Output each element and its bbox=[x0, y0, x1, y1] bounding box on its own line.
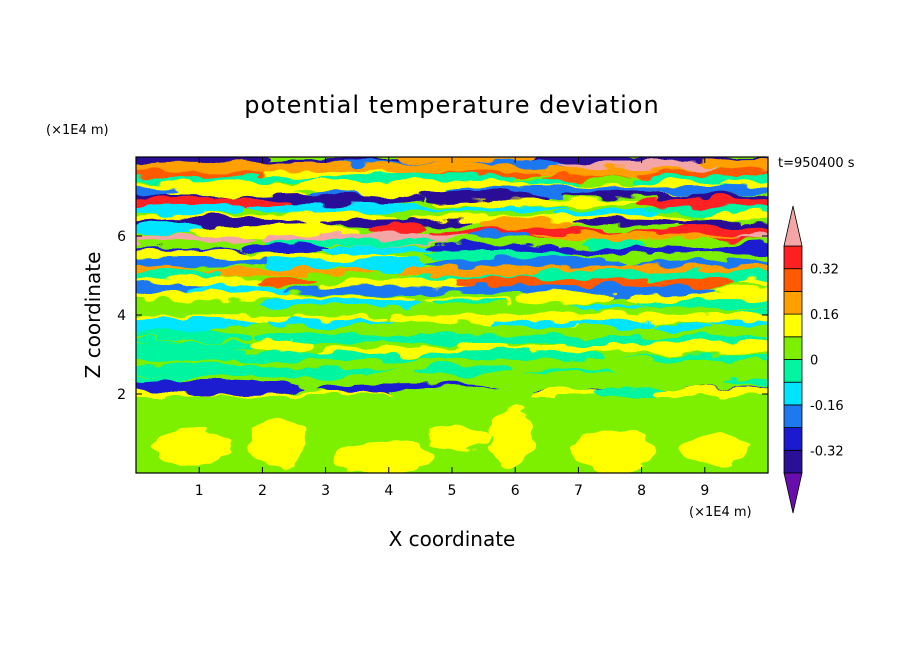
time-label: t=950400 s bbox=[778, 156, 855, 171]
colorbar-label: -0.16 bbox=[810, 399, 844, 414]
colorbar-under-arrow bbox=[783, 472, 803, 514]
colorbar-label: 0.32 bbox=[810, 263, 839, 278]
colorbar-swatch bbox=[783, 336, 803, 360]
x-tick-label: 2 bbox=[258, 483, 267, 499]
x-tick-label: 7 bbox=[574, 483, 583, 499]
colorbar-swatch bbox=[783, 359, 803, 383]
x-tick-label: 3 bbox=[321, 483, 330, 499]
colorbar-swatch bbox=[783, 290, 803, 315]
x-tick-label: 4 bbox=[384, 483, 393, 499]
y-tick-label: 4 bbox=[117, 308, 126, 324]
colorbar-swatch bbox=[783, 449, 803, 474]
colorbar-swatch bbox=[783, 245, 803, 270]
contour-field bbox=[136, 157, 768, 473]
colorbar-swatch bbox=[783, 268, 803, 292]
x-axis-unit: (×1E4 m) bbox=[689, 505, 752, 520]
colorbar-swatch bbox=[783, 381, 803, 406]
y-tick-label: 6 bbox=[117, 229, 126, 245]
colorbar-label: 0.16 bbox=[810, 308, 839, 323]
y-axis-label: Z coordinate bbox=[81, 252, 105, 379]
colorbar-swatch bbox=[783, 313, 803, 338]
colorbar-over-arrow bbox=[783, 205, 803, 247]
y-axis-unit: (×1E4 m) bbox=[46, 123, 109, 138]
colorbar-swatch bbox=[783, 404, 803, 428]
x-tick-label: 1 bbox=[195, 483, 204, 499]
contour-band bbox=[136, 317, 768, 333]
x-axis-label: X coordinate bbox=[389, 527, 516, 551]
x-tick-label: 5 bbox=[448, 483, 457, 499]
x-tick-label: 6 bbox=[511, 483, 520, 499]
y-axis: 2 4 6 bbox=[117, 229, 768, 403]
x-tick-label: 9 bbox=[700, 483, 709, 499]
x-tick-label: 8 bbox=[637, 483, 646, 499]
boundary-layer bbox=[136, 395, 768, 473]
colorbar: 0.32 0.16 0 -0.16 -0.32 bbox=[783, 205, 844, 514]
colorbar-label: -0.32 bbox=[810, 444, 844, 459]
chart-title: potential temperature deviation bbox=[244, 91, 659, 119]
y-tick-label: 2 bbox=[117, 387, 126, 403]
colorbar-swatch bbox=[783, 427, 803, 451]
colorbar-label: 0 bbox=[810, 354, 818, 369]
x-axis: 1 2 3 4 5 6 7 8 9 bbox=[195, 157, 709, 499]
